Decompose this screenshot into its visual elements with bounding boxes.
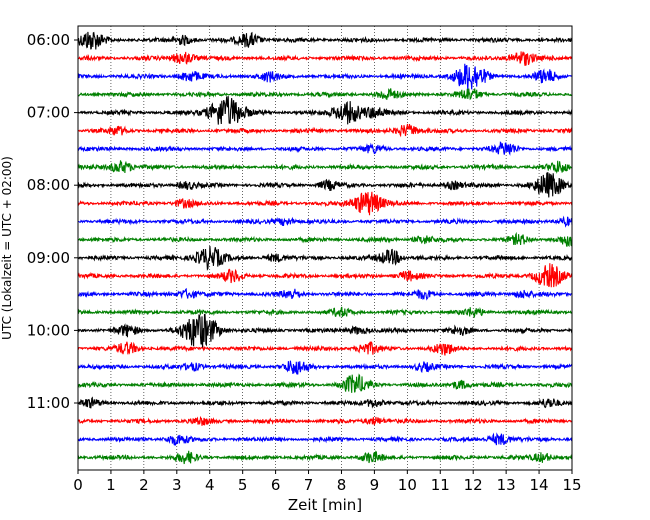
- seismic-trace: [77, 373, 573, 393]
- x-tick-label: 15: [562, 476, 581, 494]
- seismic-trace: [77, 313, 573, 349]
- seismic-trace: [77, 172, 573, 198]
- seismic-trace: [77, 306, 573, 318]
- y-tick-label: 10:00: [27, 321, 70, 339]
- seismic-trace: [77, 141, 573, 156]
- seismic-trace: [77, 231, 573, 248]
- seismic-trace: [77, 432, 573, 447]
- seismic-trace: [77, 191, 573, 216]
- x-tick-label: 8: [337, 476, 347, 494]
- x-tick-label: 14: [530, 476, 549, 494]
- x-axis-label: Zeit [min]: [288, 496, 362, 514]
- traces: [77, 31, 573, 465]
- seismic-trace: [77, 63, 573, 91]
- seismic-trace: [77, 396, 573, 409]
- x-tick-label: 5: [238, 476, 248, 494]
- x-axis-ticks: 0 1 2 3 4 5 6 7 8 9 10 11 12 13 14 15: [73, 470, 582, 494]
- seismic-trace: [77, 160, 573, 174]
- y-axis-ticks: 06:00 07:00 08:00 09:00 10:00 11:00: [27, 31, 78, 412]
- x-tick-label: 0: [73, 476, 83, 494]
- seismic-trace: [77, 287, 573, 301]
- y-tick-label: 11:00: [27, 394, 70, 412]
- x-tick-label: 11: [431, 476, 450, 494]
- seismic-trace: [77, 245, 573, 271]
- x-tick-label: 10: [398, 476, 417, 494]
- x-tick-label: 9: [370, 476, 380, 494]
- seismic-trace: [77, 87, 573, 101]
- seismic-trace: [77, 96, 573, 125]
- seismic-trace: [77, 415, 573, 426]
- seismic-trace: [77, 51, 573, 67]
- x-tick-label: 13: [497, 476, 516, 494]
- seismic-trace: [77, 31, 573, 50]
- seismic-trace: [77, 341, 573, 356]
- x-tick-label: 2: [139, 476, 149, 494]
- y-tick-label: 06:00: [27, 31, 70, 49]
- x-tick-label: 3: [172, 476, 182, 494]
- y-tick-label: 08:00: [27, 176, 70, 194]
- plot-background: [78, 26, 572, 470]
- seismic-trace: [77, 263, 573, 288]
- seismic-trace: [77, 215, 573, 228]
- seismic-trace: [77, 123, 573, 138]
- seismic-trace: [77, 450, 573, 465]
- y-tick-label: 09:00: [27, 249, 70, 267]
- x-tick-label: 12: [464, 476, 483, 494]
- seismic-trace: [77, 360, 573, 375]
- plot-frame: [77, 25, 573, 471]
- x-tick-label: 1: [106, 476, 116, 494]
- x-tick-label: 7: [304, 476, 314, 494]
- x-tick-label: 6: [271, 476, 281, 494]
- y-axis-label: UTC (Lokalzeit = UTC + 02:00): [0, 156, 14, 340]
- y-tick-label: 07:00: [27, 104, 70, 122]
- x-tick-label: 4: [205, 476, 215, 494]
